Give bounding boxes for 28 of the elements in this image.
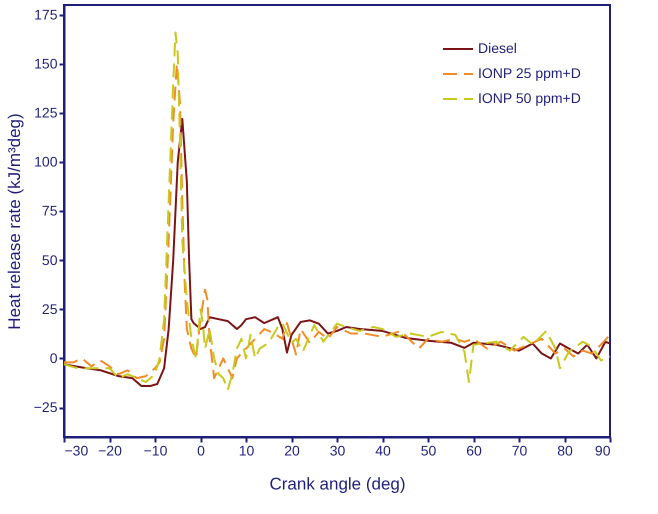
x-tick-label: −20 (98, 442, 122, 458)
x-axis-title: Crank angle (deg) (269, 474, 406, 494)
x-tick-label: 70 (512, 442, 528, 458)
y-tick-label: −25 (34, 399, 58, 416)
y-tick-label: 0 (50, 350, 58, 366)
y-tick-label: 75 (42, 202, 58, 219)
x-tick-label: 60 (466, 442, 482, 458)
y-tick-label: 175 (34, 6, 58, 22)
y-tick-label: 100 (34, 154, 58, 170)
legend-label: IONP 50 ppm+D (478, 90, 581, 106)
x-tick-label: 40 (375, 442, 391, 458)
line-series (63, 118, 611, 387)
x-tick-label: 50 (420, 442, 436, 458)
x-tick-label: −30 (64, 442, 88, 458)
x-tick-label: 80 (557, 442, 573, 458)
x-tick-label: 0 (197, 442, 206, 458)
x-tick-label: 30 (330, 442, 346, 458)
y-tick-label: 25 (42, 300, 58, 317)
x-tick-label: 10 (238, 442, 254, 458)
x-tick-label: −10 (144, 442, 168, 458)
legend-label: IONP 25 ppm+D (478, 65, 581, 81)
y-tick-label: 50 (42, 252, 58, 268)
y-tick-label: 150 (34, 55, 58, 72)
y-axis-title: Heat release rate (kJ/m³deg) (4, 113, 24, 330)
x-tick-label: 20 (284, 442, 300, 458)
legend-label: Diesel (478, 40, 517, 56)
x-tick-label: 90 (594, 442, 611, 458)
y-tick-label: 125 (34, 104, 58, 120)
